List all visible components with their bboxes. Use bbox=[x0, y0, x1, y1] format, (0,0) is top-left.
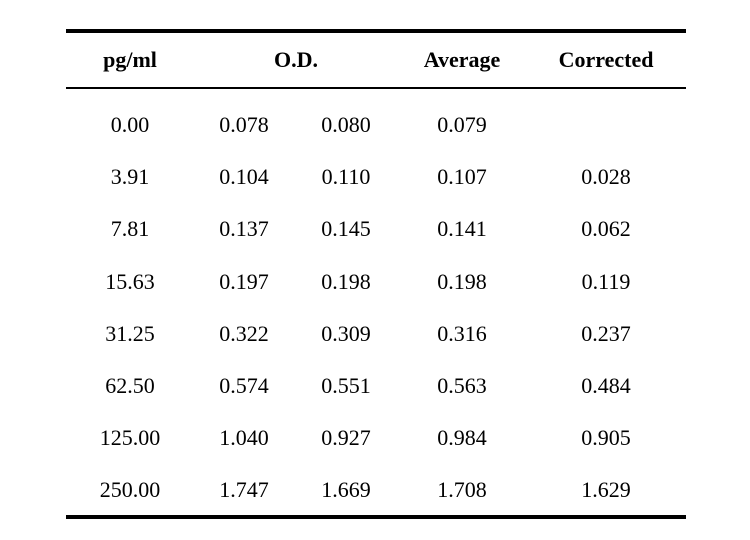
cell-od-1: 1.040 bbox=[219, 425, 269, 451]
cell-od-1: 0.197 bbox=[219, 268, 269, 294]
cell-concentration: 31.25 bbox=[105, 320, 155, 346]
cell-corrected: 0.028 bbox=[581, 164, 631, 190]
cell-corrected: 0.484 bbox=[581, 373, 631, 399]
table-header-row: pg/ml O.D. Average Corrected bbox=[66, 33, 686, 87]
cell-od-2: 0.551 bbox=[321, 373, 371, 399]
table-row: 125.00 1.040 0.927 0.984 0.905 bbox=[66, 412, 686, 464]
table-row: 62.50 0.574 0.551 0.563 0.484 bbox=[66, 360, 686, 412]
cell-average: 0.079 bbox=[437, 112, 487, 138]
cell-average: 1.708 bbox=[437, 477, 487, 503]
data-table: pg/ml O.D. Average Corrected 0.00 0.078 … bbox=[66, 29, 686, 519]
table-row: 7.81 0.137 0.145 0.141 0.062 bbox=[66, 203, 686, 255]
cell-od-1: 0.574 bbox=[219, 373, 269, 399]
cell-corrected: 1.629 bbox=[581, 477, 631, 503]
cell-concentration: 125.00 bbox=[99, 425, 161, 451]
cell-average: 0.141 bbox=[437, 216, 487, 242]
cell-od-1: 0.078 bbox=[219, 112, 269, 138]
cell-od-2: 0.080 bbox=[321, 112, 371, 138]
table-header-rule bbox=[66, 87, 686, 89]
cell-average: 0.316 bbox=[437, 320, 487, 346]
cell-concentration: 15.63 bbox=[105, 268, 155, 294]
table-top-rule bbox=[66, 29, 686, 33]
table-row: 31.25 0.322 0.309 0.316 0.237 bbox=[66, 308, 686, 360]
cell-concentration: 3.91 bbox=[110, 164, 150, 190]
table-row: 0.00 0.078 0.080 0.079 bbox=[66, 99, 686, 151]
cell-average: 0.107 bbox=[437, 164, 487, 190]
header-concentration: pg/ml bbox=[103, 47, 157, 72]
cell-od-2: 1.669 bbox=[321, 477, 371, 503]
cell-average: 0.563 bbox=[437, 373, 487, 399]
cell-concentration: 62.50 bbox=[105, 373, 155, 399]
cell-average: 0.198 bbox=[437, 268, 487, 294]
cell-od-2: 0.145 bbox=[321, 216, 371, 242]
cell-corrected: 0.905 bbox=[581, 425, 631, 451]
cell-od-2: 0.198 bbox=[321, 268, 371, 294]
cell-average: 0.984 bbox=[437, 425, 487, 451]
cell-od-2: 0.110 bbox=[321, 164, 371, 190]
table-row: 15.63 0.197 0.198 0.198 0.119 bbox=[66, 256, 686, 308]
cell-od-1: 0.322 bbox=[219, 320, 269, 346]
header-od: O.D. bbox=[274, 47, 318, 72]
cell-od-2: 0.309 bbox=[321, 320, 371, 346]
header-corrected: Corrected bbox=[558, 47, 654, 72]
cell-od-1: 0.137 bbox=[219, 216, 269, 242]
table-bottom-rule bbox=[66, 514, 686, 519]
table-row: 250.00 1.747 1.669 1.708 1.629 bbox=[66, 464, 686, 516]
cell-corrected: 0.119 bbox=[581, 268, 631, 294]
cell-concentration: 250.00 bbox=[99, 477, 161, 503]
cell-od-1: 0.104 bbox=[219, 164, 269, 190]
cell-od-2: 0.927 bbox=[321, 425, 371, 451]
cell-corrected: 0.237 bbox=[581, 320, 631, 346]
cell-concentration: 7.81 bbox=[110, 216, 150, 242]
cell-od-1: 1.747 bbox=[219, 477, 269, 503]
table-row: 3.91 0.104 0.110 0.107 0.028 bbox=[66, 151, 686, 203]
table-body: 0.00 0.078 0.080 0.079 3.91 0.104 0.110 … bbox=[66, 89, 686, 517]
cell-concentration: 0.00 bbox=[110, 112, 150, 138]
cell-corrected: 0.062 bbox=[581, 216, 631, 242]
header-average: Average bbox=[423, 47, 501, 72]
